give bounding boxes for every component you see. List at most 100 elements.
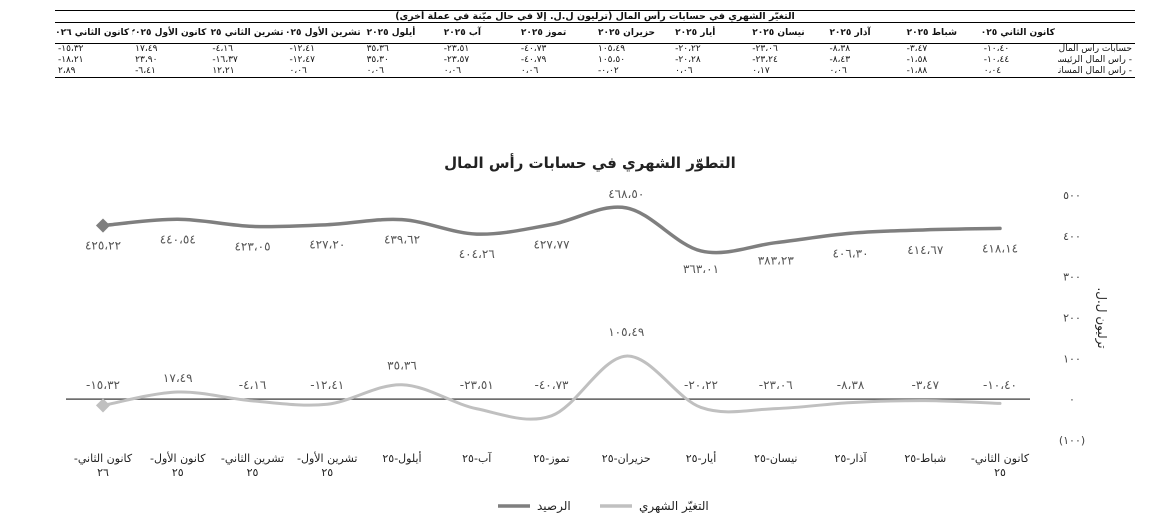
data-label: ٤٢٥،٢٢: [85, 239, 121, 253]
series-line-1: [101, 354, 1002, 421]
table-row-label: - رأس المال المساند: [1057, 66, 1135, 78]
table-body: حسابات رأس المال، ومنها: -١٠،٤٠ -٣،٤٧ -٨،٣٨…: [55, 44, 1135, 78]
x-category-label: تموز-٢٥: [533, 452, 569, 465]
data-label: -٤٠،٧٣: [535, 378, 570, 392]
x-category-label: كانون الثاني-٢٦: [74, 452, 133, 479]
x-axis-categories: كانون الثاني-٢٥ شباط-٢٥ آذار-٢٥ نيسان-٢٥ أيا…: [74, 451, 1030, 479]
x-category-label: كانون الأول-٢٥: [150, 451, 206, 479]
data-label: -١٠،٤٠: [983, 378, 1017, 392]
table-cell: ٠،٠٦: [672, 66, 750, 78]
data-label: ٤٣٩،٦٢: [384, 233, 420, 247]
data-label: ٤٦٨،٥٠: [608, 187, 644, 201]
table-column-header: أيار ٢٠٢٥: [672, 22, 750, 44]
table-cell: ٣٥،٣٦: [366, 44, 389, 54]
legend-label: التغيّر الشهري: [639, 499, 709, 514]
table-cell: ٠،٠٦: [363, 66, 441, 78]
table-cell: ٠،٠٦: [517, 66, 596, 78]
data-label: -٣،٤٧: [911, 378, 939, 392]
table-cell: -١٠،٤٠: [983, 44, 1010, 54]
table-cell: -٢٣،٢٤: [752, 55, 778, 65]
y-tick-label: ٥٠٠: [1063, 189, 1081, 202]
table-column-header: شباط ٢٠٢٥: [903, 22, 981, 44]
series-end-marker-0: [95, 218, 111, 233]
table-column-header: كانون الأول ٢٠٢٥: [132, 22, 210, 44]
table-cell: ١٠٥،٤٩: [598, 44, 626, 54]
table-cell: -١،٥٨: [906, 55, 928, 65]
table-column-header: كانون الثاني ٢٠٢٦: [55, 22, 133, 44]
data-label: -٢٠،٢٢: [684, 378, 718, 392]
table-column-header: كانون الثاني ٢٠٢٥: [980, 22, 1058, 44]
series-end-marker-1: [95, 398, 111, 413]
data-label: ٤٢٣،٠٥: [234, 239, 270, 253]
table-cell: -٨،٤٣: [829, 55, 851, 65]
table-cell: -٤،١٦: [212, 44, 233, 54]
y-tick-label: (١٠٠): [1059, 434, 1085, 447]
table-column-header: تشرين الأول ٢٠٢٥: [286, 22, 364, 44]
y-tick-label: ٣٠٠: [1063, 271, 1081, 284]
table-row: - رأس المال الرئيسي. -١٠،٤٤ -١،٥٨ -٨،٤٣ -٢٣،…: [55, 55, 1135, 66]
table-cell: -٤٠،٧٣: [520, 44, 547, 54]
table-cell: ٢٣،٩٠: [135, 55, 158, 65]
y-axis-label: ترليون ل.ل.: [1094, 287, 1109, 348]
data-label: ٤٠٦،٣٠: [832, 246, 868, 260]
table-cell: -٨،٣٨: [829, 44, 851, 54]
table-row: - رأس المال المساند ٠،٠٤ -١،٨٨ ٠،٠٦ ٠،١٧ ٠،٠٦…: [55, 66, 1135, 78]
table-cell: ٢،٨٩: [55, 66, 133, 78]
x-category-label: شباط-٢٥: [904, 452, 946, 465]
x-category-label: تشرين الثاني-٢٥: [221, 452, 284, 479]
table-cell: -٢٣،٥١: [443, 44, 470, 54]
table-column-header: حزيران ٢٠٢٥: [595, 22, 673, 44]
table-column-header: آذار ٢٠٢٥: [826, 22, 904, 44]
table-column-header: تموز ٢٠٢٥: [517, 22, 596, 44]
table-cell: ٠،٠٦: [440, 66, 518, 78]
capital-accounts-table: التغيّر الشهري في حسابات رأس المال (ترلي…: [55, 10, 1135, 78]
table-cell: -١،٨٨: [903, 66, 981, 78]
table-cell: -٢٠،٢٨: [675, 55, 701, 65]
data-label: -٤،١٦: [239, 378, 267, 392]
data-label: ٣٦٣،٠١: [683, 262, 719, 276]
legend-label: الرصيد: [537, 499, 571, 514]
data-label: -٢٣،٠٦: [759, 378, 793, 392]
table-cell: -١٦،٣٧: [212, 55, 238, 65]
x-category-label: نيسان-٢٥: [754, 452, 797, 465]
data-label: -١٢،٤١: [310, 378, 344, 392]
data-label: -٢٣،٥١: [460, 378, 494, 392]
table-cell: -٤٠،٧٩: [520, 55, 547, 65]
table-title: التغيّر الشهري في حسابات رأس المال (ترلي…: [55, 10, 1135, 23]
data-label: ٤٠٤،٢٦: [459, 247, 495, 261]
table-cell: ٠،٠٦: [286, 66, 364, 78]
data-label: -٨،٣٨: [837, 378, 865, 392]
table-cell: -١٥،٣٢: [58, 44, 84, 54]
y-tick-label: ٢٠٠: [1063, 312, 1081, 325]
data-label: ٤١٨،١٤: [982, 241, 1018, 255]
table-header-label: [1057, 22, 1135, 44]
data-label: ١٠٥،٤٩: [608, 325, 644, 339]
table-column-header: آب ٢٠٢٥: [440, 22, 518, 44]
x-category-label: حزيران-٢٥: [602, 452, 651, 465]
table-cell: -٢٠،٢٢: [675, 44, 701, 54]
data-label: ٣٥،٣٦: [387, 359, 417, 373]
table-cell: ١٢،٢١: [209, 66, 287, 78]
table-cell: -٢٣،٠٦: [752, 44, 778, 54]
table-cell: ٣٥،٣٠: [366, 55, 389, 65]
data-label: ٤٢٧،٧٧: [533, 237, 570, 251]
y-tick-label: ٠: [1069, 393, 1075, 406]
table-cell: -١٢،٤١: [289, 44, 315, 54]
table-column-header: تشرين الثاني ٢٠٢٥: [209, 22, 287, 44]
data-label: ٣٨٣،٢٣: [758, 254, 795, 268]
table-cell: -١٨،٢١: [58, 55, 84, 65]
table-cell: ٠،٠٦: [826, 66, 904, 78]
series-line-0: [101, 205, 1002, 255]
x-category-label: تشرين الأول-٢٥: [297, 451, 357, 479]
data-label: -١٥،٣٢: [86, 378, 120, 392]
y-tick-label: ١٠٠: [1063, 352, 1081, 365]
table-cell: ٠،١٧: [749, 66, 827, 78]
y-axis: (١٠٠) ٠ ١٠٠ ٢٠٠ ٣٠٠ ٤٠٠ ٥٠٠: [1059, 189, 1085, 447]
table-row-label: حسابات رأس المال، ومنها:: [1057, 44, 1132, 54]
table-row: حسابات رأس المال، ومنها: -١٠،٤٠ -٣،٤٧ -٨،٣٨…: [55, 44, 1135, 56]
x-category-label: آذار-٢٥: [834, 451, 867, 465]
table-cell: -٦،٤١: [132, 66, 210, 78]
data-label: ٤٢٧،٢٠: [309, 238, 345, 252]
